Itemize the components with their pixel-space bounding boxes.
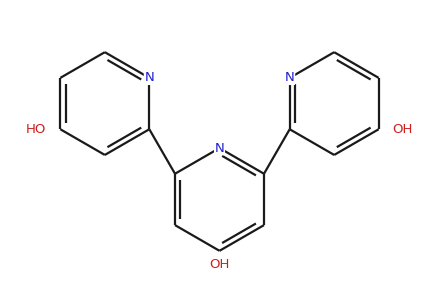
Text: OH: OH — [392, 123, 412, 136]
Text: N: N — [284, 72, 294, 84]
Text: N: N — [214, 142, 224, 155]
Text: N: N — [144, 72, 154, 84]
Text: HO: HO — [26, 123, 46, 136]
Text: OH: OH — [209, 258, 229, 271]
